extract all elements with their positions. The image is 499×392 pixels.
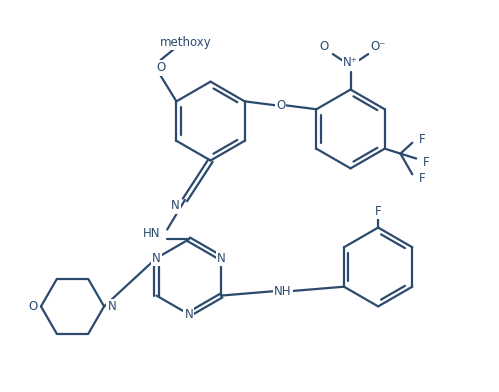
Text: N: N xyxy=(108,300,116,313)
Text: HN: HN xyxy=(143,227,160,240)
Text: O: O xyxy=(319,40,328,53)
Text: N: N xyxy=(185,308,193,321)
Text: methoxy: methoxy xyxy=(159,36,211,49)
Text: F: F xyxy=(375,205,381,218)
Text: O: O xyxy=(276,99,285,112)
Text: F: F xyxy=(423,156,430,169)
Text: N⁺: N⁺ xyxy=(343,56,358,69)
Text: F: F xyxy=(419,172,426,185)
Text: O⁻: O⁻ xyxy=(370,40,386,53)
Text: N: N xyxy=(217,252,226,265)
Text: O: O xyxy=(156,61,165,74)
Text: N: N xyxy=(152,252,161,265)
Text: N: N xyxy=(171,200,180,212)
Text: methoxy: methoxy xyxy=(159,36,211,49)
Text: F: F xyxy=(419,133,426,146)
Text: NH: NH xyxy=(274,285,291,298)
Text: O: O xyxy=(28,300,38,313)
